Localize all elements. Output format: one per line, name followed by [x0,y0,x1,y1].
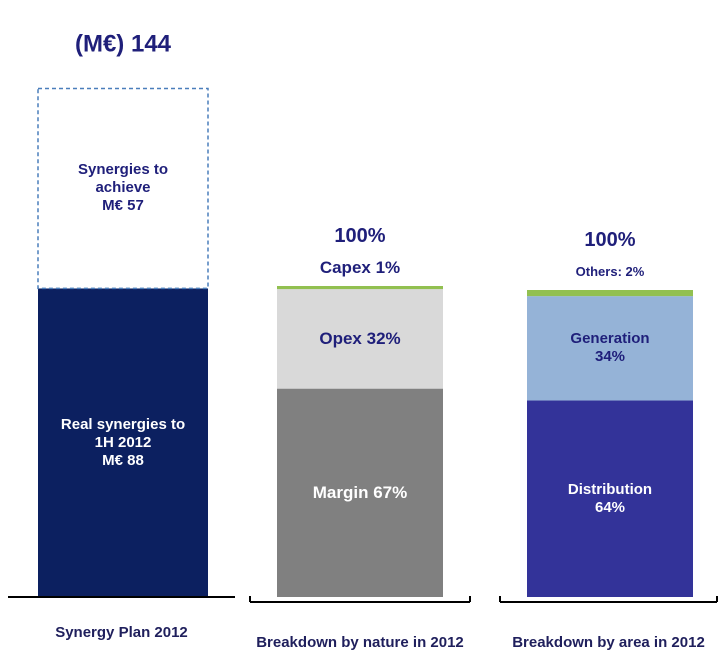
bar-segment [38,288,208,597]
total-text: (M€) 144 [74,30,172,58]
segment-label: Capex 1% [267,258,453,278]
segment-value: 67% [373,482,408,502]
segment-label: Real synergies to 1H 2012 M€ 88 [61,416,186,470]
segment-name: Distribution [567,480,653,498]
category-text: Breakdown by nature in 2012 [256,634,464,651]
segment-label: Synergies to achieve M€ 57 [61,161,186,215]
segment-label: Generation 34% [540,330,680,366]
bar-segment [277,289,443,389]
segment-label: Distribution 64% [540,481,680,517]
total-text: 100% [334,225,386,247]
total-label: 100% [334,224,385,248]
bar-segment [527,296,693,401]
segment-name: Margin [312,482,369,502]
bar-segment [277,286,443,290]
segment-value: M€ 88 [102,451,144,469]
bar-segment [277,388,443,597]
segment-name: Capex [319,257,371,277]
segment-value: 34% [594,348,626,366]
category-label: Breakdown by nature in 2012 [255,634,465,652]
category-text: Synergy Plan 2012 [55,624,188,641]
bar-segment [527,400,693,597]
category-text: Breakdown by area in 2012 [512,634,705,651]
segment-label: Others: 2% [517,264,703,280]
bar-segment [37,87,209,290]
segment-label: Margin 67% [280,483,440,503]
total-label: (M€) 144 [75,31,171,60]
segment-value: 32% [366,328,401,348]
segment-name: Others: [575,264,622,280]
total-text: 100% [584,229,636,251]
segment-value: M€ 57 [102,197,144,215]
segment-name: Opex [319,328,362,348]
category-label: Synergy Plan 2012 [17,624,227,642]
segment-name: Generation [570,330,650,348]
segment-label: Opex 32% [280,329,440,349]
segment-value: 64% [594,498,626,516]
segment-name: Real synergies to 1H 2012 [60,415,186,451]
category-label: Breakdown by area in 2012 [504,634,714,652]
segment-value: 2% [625,264,645,280]
segment-name: Synergies to achieve [77,161,169,197]
bar-segment [527,290,693,297]
total-label: 100% [584,228,635,252]
segment-value: 1% [375,257,401,277]
